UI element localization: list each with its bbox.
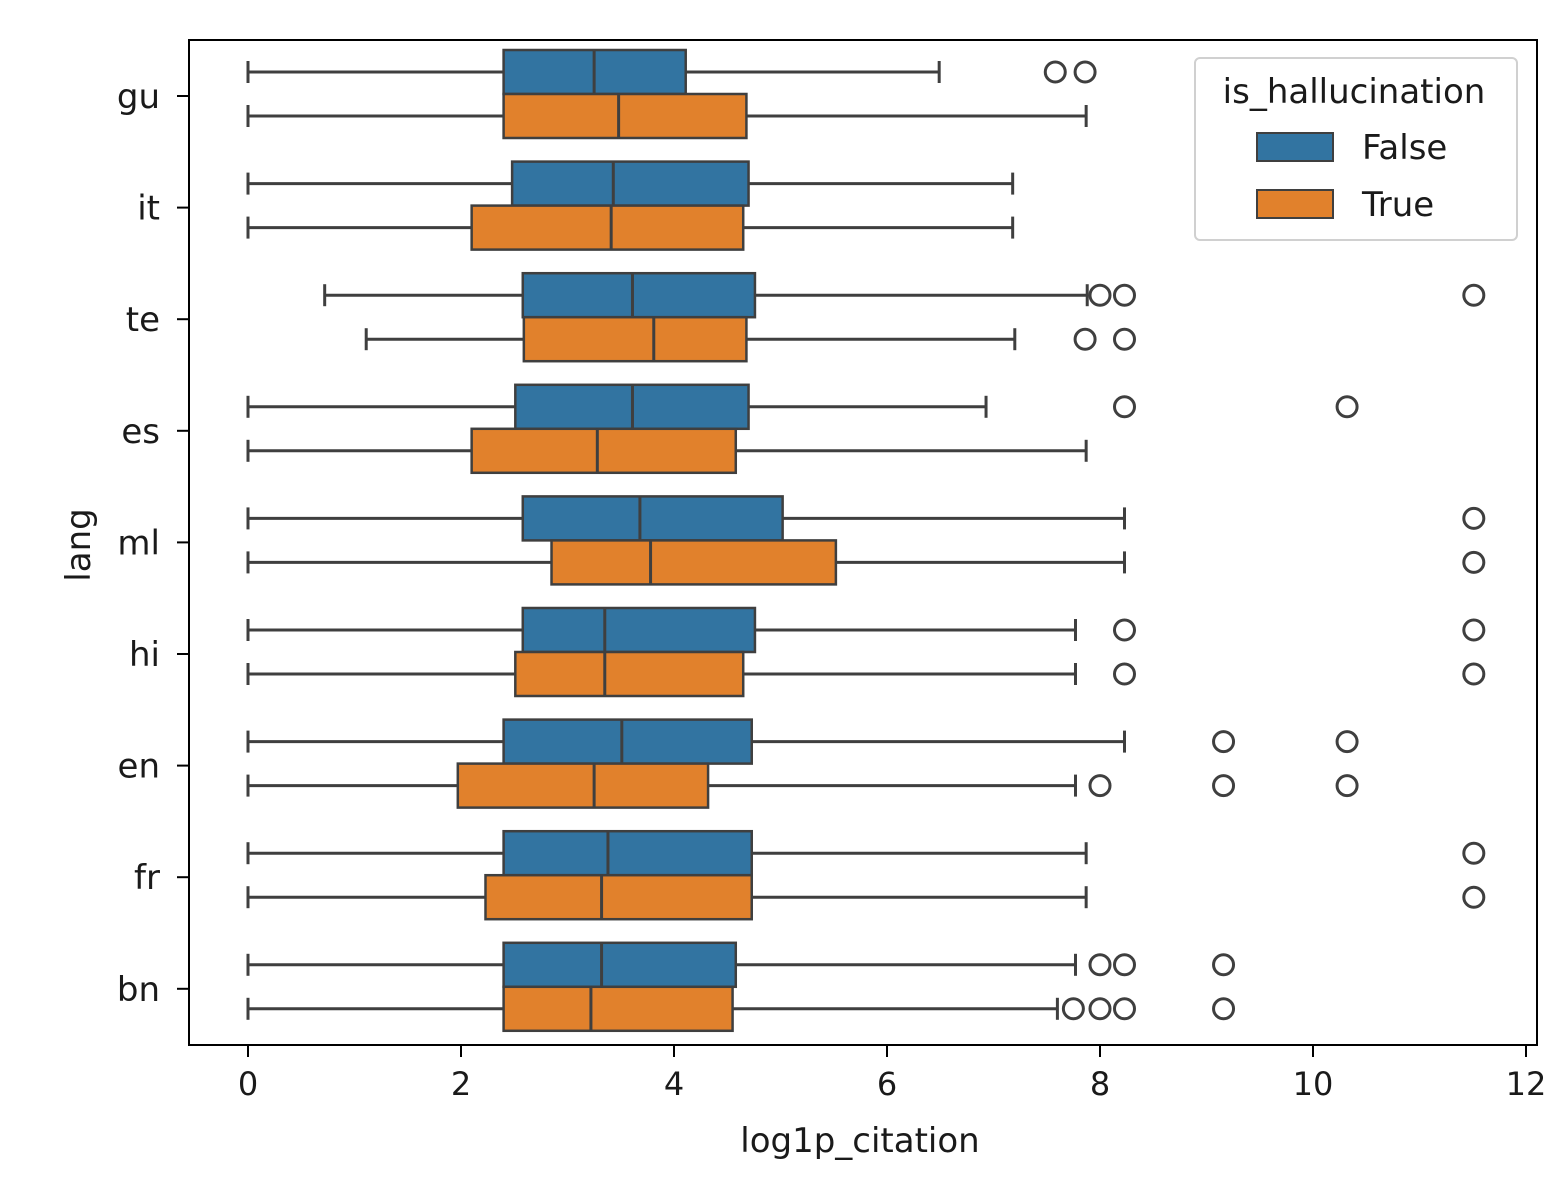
outlier-true-te bbox=[1112, 327, 1136, 351]
y-tick-label: bn bbox=[117, 970, 160, 1010]
outlier-false-hi bbox=[1112, 618, 1136, 642]
outlier-true-bn bbox=[1112, 997, 1136, 1021]
outlier-true-hi bbox=[1462, 662, 1486, 686]
y-tick-label: it bbox=[137, 189, 160, 229]
legend-title: is_hallucination bbox=[1223, 72, 1486, 112]
box-false-te bbox=[521, 271, 757, 319]
outlier-false-en bbox=[1212, 730, 1236, 754]
box-true-fr bbox=[484, 873, 753, 921]
outlier-false-bn bbox=[1088, 953, 1112, 977]
outlier-true-ml bbox=[1462, 550, 1486, 574]
legend-label-false: False bbox=[1362, 128, 1447, 168]
x-tick-label: 10 bbox=[1293, 1065, 1334, 1103]
legend-label-true: True bbox=[1361, 185, 1434, 225]
x-axis-label: log1p_citation bbox=[740, 1121, 979, 1161]
legend: is_hallucination False True bbox=[1194, 57, 1518, 241]
box-false-fr bbox=[502, 829, 753, 877]
outlier-false-gu bbox=[1073, 60, 1097, 84]
outlier-true-te bbox=[1073, 327, 1097, 351]
y-axis-label: lang bbox=[59, 508, 99, 581]
outlier-true-bn bbox=[1061, 997, 1085, 1021]
box-false-ml bbox=[521, 495, 784, 542]
x-tick-label: 2 bbox=[451, 1065, 471, 1103]
x-tick-label: 0 bbox=[238, 1065, 258, 1103]
outlier-false-fr bbox=[1462, 841, 1486, 865]
outlier-false-es bbox=[1335, 395, 1359, 419]
outlier-true-bn bbox=[1212, 997, 1236, 1021]
x-tick-label: 6 bbox=[877, 1065, 897, 1103]
y-tick-label: hi bbox=[129, 635, 160, 675]
x-tick-label: 12 bbox=[1506, 1065, 1547, 1103]
outlier-false-hi bbox=[1462, 618, 1486, 642]
box-true-es bbox=[470, 427, 738, 475]
box-true-ml bbox=[550, 539, 838, 586]
box-false-it bbox=[510, 160, 750, 207]
outlier-true-fr bbox=[1462, 885, 1486, 909]
y-tick-label: gu bbox=[117, 77, 160, 117]
box-true-hi bbox=[514, 650, 745, 698]
outlier-false-te bbox=[1112, 283, 1136, 307]
box-true-it bbox=[470, 204, 745, 251]
outlier-false-gu bbox=[1043, 60, 1067, 84]
outlier-false-te bbox=[1088, 283, 1112, 307]
box-true-en bbox=[456, 762, 710, 809]
box-true-bn bbox=[502, 985, 734, 1033]
outlier-false-bn bbox=[1112, 953, 1136, 977]
outlier-true-en bbox=[1212, 774, 1236, 798]
x-tick-label: 8 bbox=[1090, 1065, 1110, 1103]
y-tick-label: ml bbox=[117, 523, 160, 563]
x-tick-label: 4 bbox=[664, 1065, 684, 1103]
outlier-true-hi bbox=[1112, 662, 1136, 686]
legend-swatch-true bbox=[1256, 189, 1334, 219]
outlier-true-bn bbox=[1088, 997, 1112, 1021]
y-tick-label: te bbox=[126, 300, 160, 340]
legend-swatch-false bbox=[1256, 132, 1334, 162]
box-false-bn bbox=[502, 941, 738, 989]
box-true-te bbox=[522, 315, 748, 363]
y-tick-label: fr bbox=[134, 858, 160, 898]
outlier-false-en bbox=[1335, 730, 1359, 754]
box-true-gu bbox=[502, 92, 748, 140]
outlier-true-en bbox=[1088, 774, 1112, 798]
box-false-en bbox=[502, 718, 753, 765]
outlier-false-ml bbox=[1462, 506, 1486, 530]
outlier-false-es bbox=[1112, 395, 1136, 419]
outlier-false-te bbox=[1462, 283, 1486, 307]
y-tick-label: en bbox=[118, 747, 160, 787]
box-false-hi bbox=[521, 606, 757, 654]
outlier-true-en bbox=[1335, 774, 1359, 798]
outlier-false-bn bbox=[1212, 953, 1236, 977]
y-tick-label: es bbox=[121, 412, 160, 452]
